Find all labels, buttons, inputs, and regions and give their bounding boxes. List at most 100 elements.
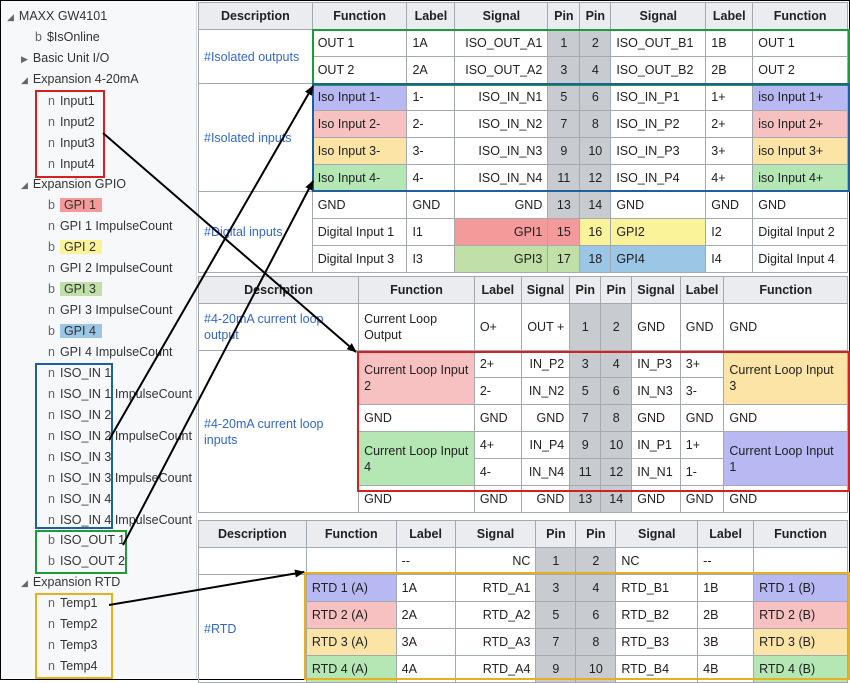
tree-item-gpio[interactable]: n GPI 3 ImpulseCount [48,303,173,317]
function-cell: iso Input 3+ [752,137,848,165]
tree-item-inputs[interactable]: n Input1 [48,94,95,108]
column-header: Label [406,2,456,30]
label-cell: -- [395,547,456,575]
tree-item-inputs[interactable]: n Input2 [48,115,95,129]
column-header: Signal [631,276,681,304]
signal-cell: RTD_B2 [615,601,699,629]
tree-item-gpio[interactable]: n GPI 1 ImpulseCount [48,219,173,233]
table-row: Current Loop Input 4 4+ IN_P4 9 10 IN_P1 1+ Cur… [199,431,848,486]
function-cell: Current Loop Input 1 [723,431,848,486]
tree-item-gpio[interactable]: b GPI 4 [48,322,102,341]
tree-item-isonline[interactable]: b $IsOnline [35,30,100,44]
tree-item-temps[interactable]: n Temp2 [48,617,98,631]
signal-cell: GPI2 [610,218,707,246]
pin-cell: 17 [547,245,581,273]
column-header: Function [753,520,848,548]
iso-out-highlight-box [35,530,127,574]
column-header: Description [198,520,307,548]
table-cell: GND [520,485,571,513]
table-header-row: Description Function Label Signal Pin Pin Sign… [198,2,848,30]
table-cell: GND [723,485,848,513]
tree-item-inputs[interactable]: n Input4 [48,157,95,171]
signal-cell: GPI1 [454,218,549,246]
signal-cell: ISO_IN_P1 [610,83,707,111]
expanded-arrow-icon[interactable]: ◢ [7,12,14,22]
label-cell: 2+ [705,110,754,138]
table-cell: 9 [569,431,602,459]
tree-item-iso-in[interactable]: n ISO_IN 1 [48,366,112,380]
tree-item-gpio[interactable]: b GPI 3 [48,280,102,299]
tree-item-gpio[interactable]: b GPI 2 [48,238,102,257]
tree-item-gpio[interactable]: n GPI 4 ImpulseCount [48,345,173,359]
signal-cell: GND [610,191,707,219]
table-cell: IN_P3 [631,350,681,378]
table-cell: 11 [569,458,602,486]
current-loop-inputs-highlight-box [357,351,850,492]
table-row: 4- IN_N4 11 12 IN_N1 1- [199,458,848,486]
table-cell: 12 [600,458,633,486]
tree-item-iso-out[interactable]: b ISO_OUT 2 [48,554,126,568]
collapsed-arrow-icon[interactable]: ▶ [21,54,28,64]
table-cell: 7 [569,404,602,432]
tree-item-iso-out[interactable]: b ISO_OUT 1 [48,533,126,547]
signal-cell: RTD_B1 [615,574,699,602]
signal-cell: NC [454,547,537,575]
pin-cell: 15 [547,218,581,246]
table-row: -- NC 1 2 NC -- [198,547,848,575]
column-header: Signal [615,520,699,548]
signal-cell: GPI3 [454,245,549,273]
signal-cell: GPI4 [610,245,707,273]
expanded-arrow-icon[interactable]: ◢ [21,578,28,588]
tree-group-expansion-rtd[interactable]: ◢ Expansion RTD [21,575,121,589]
signal-cell: ISO_IN_P3 [610,137,707,165]
tree-group-basic-io[interactable]: ▶ Basic Unit I/O [21,51,110,65]
column-header: Pin [535,520,577,548]
row-description: #4-20mA current loop inputs [197,350,360,513]
pin-cell: 10 [579,137,612,165]
column-header: Function [305,520,397,548]
tree-item-gpio[interactable]: n GPI 2 ImpulseCount [48,261,173,275]
expanded-arrow-icon[interactable]: ◢ [21,180,28,190]
signal-cell: ISO_IN_N2 [454,110,549,138]
tree-item-iso-in[interactable]: n ISO_IN 4 [48,492,112,506]
pin-cell: 5 [547,83,581,111]
tree-item-iso-in[interactable]: n ISO_IN 3 [48,450,112,464]
pin-cell: 6 [579,83,612,111]
table-cell: 10 [600,431,633,459]
tree-item-inputs[interactable]: n Input3 [48,136,95,150]
tree-item-temps[interactable]: n Temp4 [48,659,98,673]
table-cell: GND [679,485,725,513]
pin-cell: 9 [547,137,581,165]
expanded-arrow-icon[interactable]: ◢ [21,75,28,85]
pin-cell: 14 [579,191,612,219]
tree-group-expansion-420ma[interactable]: ◢ Expansion 4-20mA [21,72,139,86]
table-row: #4-20mA current loop output Current Loop … [197,303,848,351]
tree-item-temps[interactable]: n Temp1 [48,596,98,610]
tree-item-iso-in[interactable]: n ISO_IN 2 [48,408,112,422]
function-cell: Iso Input 1- [311,83,408,111]
tree-item-gpio[interactable]: b GPI 1 [48,196,102,215]
pin-cell: 13 [547,191,581,219]
pin-cell: 3 [535,574,577,602]
table-cell: IN_N1 [631,458,681,486]
tree-item-temps[interactable]: n Temp3 [48,638,98,652]
table-header-row: Description Function Label Signal Pin Pin Sign… [197,276,848,304]
function-cell: Current Loop Input 4 [358,431,475,486]
signal-cell: NC [615,547,699,575]
function-cell: Current Loop Input 2 [358,350,475,405]
table-cell: IN_N3 [631,377,681,405]
signal-cell: ISO_IN_N1 [454,83,549,111]
table-cell: GND [473,485,522,513]
row-description: #Isolated inputs [198,83,313,192]
column-header: Pin [547,2,581,30]
label-cell: I1 [406,218,456,246]
column-header: Signal [454,2,549,30]
table-cell: 1+ [679,431,725,459]
pin-cell: 3 [547,56,581,84]
signal-cell: RTD_A1 [454,574,537,602]
table-cell: GND [631,485,681,513]
function-cell: RTD 1 (A) [305,574,397,602]
table-header-row: Description Function Label Signal Pin Pin Sign… [198,520,848,548]
tree-root[interactable]: ◢ MAXX GW4101 [7,9,108,23]
pin-cell: 12 [579,164,612,192]
